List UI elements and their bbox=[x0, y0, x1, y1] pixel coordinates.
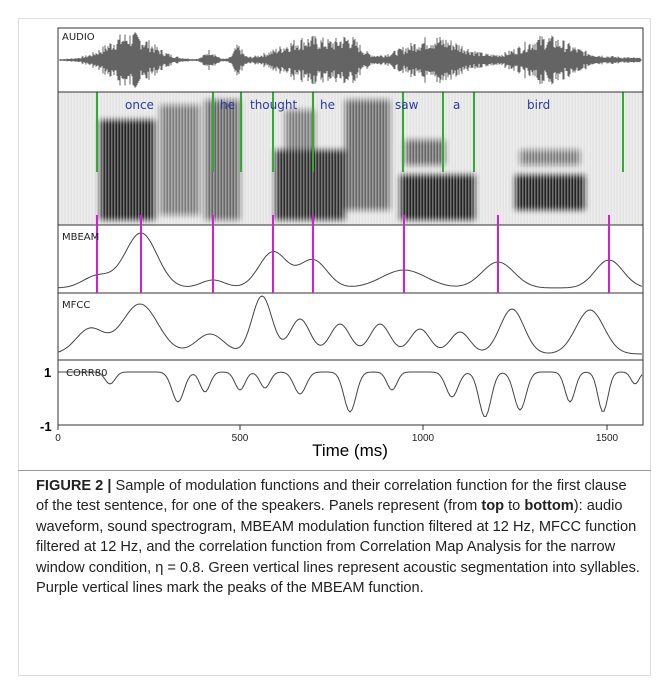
caption-bold: bottom bbox=[524, 498, 574, 515]
x-tick-label: 1500 bbox=[596, 433, 619, 444]
figure-frame bbox=[18, 18, 651, 676]
mfcc-curve bbox=[57, 295, 643, 355]
word: bird bbox=[527, 98, 550, 112]
caption-text: ): audio waveform, sound spectrogram, MB… bbox=[36, 498, 640, 597]
spectrogram bbox=[58, 92, 643, 225]
segmentation-lines bbox=[96, 92, 624, 172]
caption-bold: top bbox=[481, 498, 505, 515]
word: thought bbox=[250, 98, 297, 112]
waveform-trace bbox=[59, 32, 642, 88]
corr-curve bbox=[58, 371, 643, 417]
x-tick-label: 0 bbox=[55, 433, 61, 444]
caption: FIGURE 2 | Sample of modulation function… bbox=[36, 476, 642, 598]
panel-label: MFCC bbox=[62, 300, 90, 311]
x-axis-label: Time (ms) bbox=[312, 441, 388, 460]
word: once bbox=[125, 98, 154, 112]
panel-label: MBEAM bbox=[62, 232, 99, 243]
caption-text: Sample of modulation functions and their… bbox=[36, 478, 627, 515]
word: he bbox=[220, 98, 235, 112]
panel-label: CORR80 bbox=[66, 368, 107, 379]
panel-label: AUDIO bbox=[62, 32, 95, 43]
y-label: 1 bbox=[44, 365, 51, 380]
word: he bbox=[320, 98, 335, 112]
x-tick-label: 1000 bbox=[412, 433, 435, 444]
word: a bbox=[453, 98, 460, 112]
peak-lines bbox=[96, 215, 610, 293]
waveform bbox=[59, 32, 642, 88]
caption-text: to bbox=[504, 498, 525, 515]
separator bbox=[18, 470, 651, 471]
caption-label: FIGURE 2 | bbox=[36, 478, 112, 494]
x-tick-label: 500 bbox=[232, 433, 249, 444]
mbeam-curve bbox=[57, 232, 643, 289]
figure: AUDIO MBEAM MFCC CORR80 once he thought … bbox=[40, 27, 644, 460]
word: saw bbox=[395, 98, 419, 112]
y-label: -1 bbox=[40, 419, 52, 434]
